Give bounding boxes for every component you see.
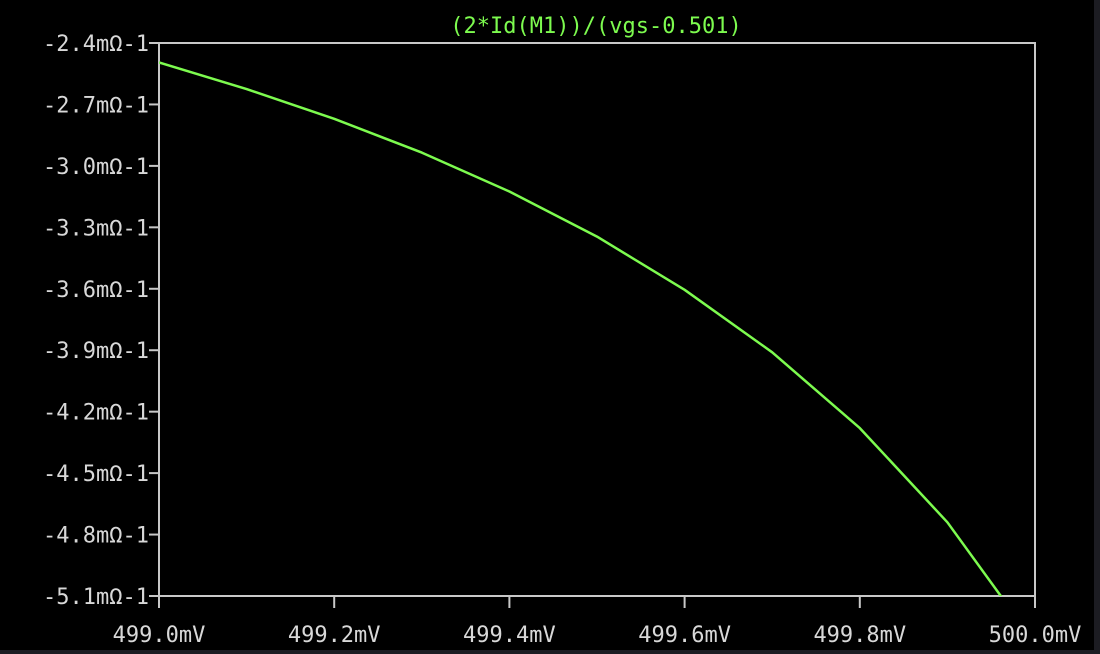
trace-line[interactable] <box>159 61 1035 644</box>
y-axis: -2.4mΩ-1 -2.7mΩ-1 -3.0mΩ-1 -3.3mΩ-1 -3.6mΩ-1… <box>43 32 159 610</box>
x-tick-label: 499.0mV <box>113 623 206 648</box>
y-tick-label: -3.6mΩ-1 <box>43 278 149 303</box>
window-edge-right <box>1094 0 1100 654</box>
window-edge-bottom <box>0 650 1100 654</box>
x-tick-label: 499.6mV <box>638 623 731 648</box>
y-tick-label: -4.8mΩ-1 <box>43 524 149 549</box>
x-tick-label: 499.8mV <box>813 623 906 648</box>
plot-area-frame <box>158 42 1036 597</box>
x-axis: 499.0mV 499.2mV 499.4mV 499.6mV 499.8mV 500.0… <box>113 596 1082 648</box>
y-tick-label: -4.5mΩ-1 <box>43 462 149 487</box>
y-tick-label: -2.4mΩ-1 <box>43 32 149 57</box>
x-tick-label: 499.2mV <box>288 623 381 648</box>
x-tick-label: 499.4mV <box>463 623 556 648</box>
y-tick-label: -5.1mΩ-1 <box>43 585 149 610</box>
y-tick-label: -2.7mΩ-1 <box>43 93 149 118</box>
y-tick-label: -3.0mΩ-1 <box>43 155 149 180</box>
y-tick-label: -3.9mΩ-1 <box>43 339 149 364</box>
trace-title[interactable]: (2*Id(M1))/(vgs-0.501) <box>450 14 741 39</box>
y-tick-label: -3.3mΩ-1 <box>43 216 149 241</box>
x-tick-label: 500.0mV <box>989 623 1082 648</box>
y-tick-label: -4.2mΩ-1 <box>43 401 149 426</box>
traces <box>159 61 1035 644</box>
